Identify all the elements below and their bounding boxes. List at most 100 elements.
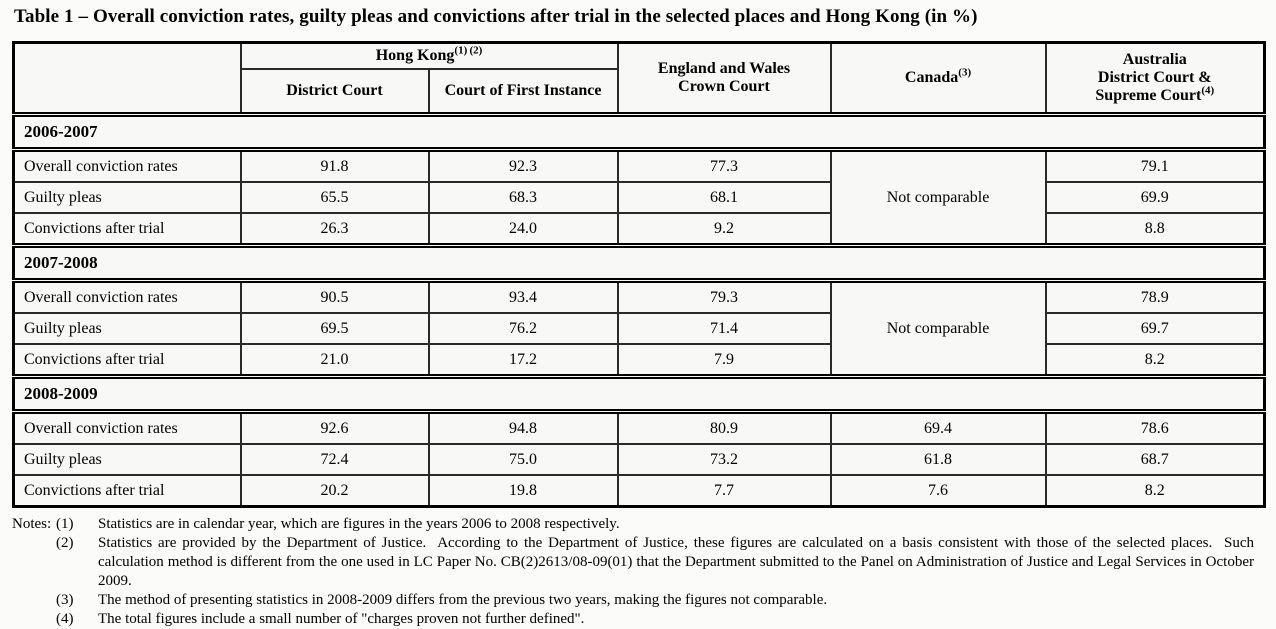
- value-cell: 24.0: [427, 212, 619, 247]
- value-cell: 77.3: [616, 148, 832, 183]
- australia-line3: Supreme Court(4): [1053, 84, 1258, 105]
- canada-label: Canada: [904, 69, 959, 86]
- value-cell: 91.8: [239, 148, 430, 183]
- value-cell: 80.9: [616, 410, 832, 445]
- row-label: Guilty pleas: [12, 443, 242, 476]
- row-label: Overall conviction rates: [12, 410, 242, 445]
- value-cell: 68.7: [1044, 443, 1266, 476]
- australia-line3-text: Supreme Court: [1095, 87, 1202, 104]
- conviction-rates-table: Hong Kong(1) (2) England and Wales Crown…: [12, 41, 1267, 508]
- row-label: Convictions after trial: [12, 212, 242, 247]
- notes-label: [12, 610, 56, 629]
- note-text: The total figures include a small number…: [98, 611, 585, 627]
- value-cell: 7.7: [616, 474, 832, 508]
- value-cell: 79.1: [1044, 148, 1266, 183]
- value-cell: 68.3: [427, 181, 619, 214]
- year-label: 2006-2007: [12, 112, 1266, 152]
- row-label: Guilty pleas: [12, 312, 242, 345]
- table-row: Convictions after trial 26.3 24.0 9.2 8.8: [12, 212, 1266, 247]
- note-item: (4) The total figures include a small num…: [12, 610, 1264, 629]
- note-item: (3) The method of presenting statistics i…: [12, 591, 1264, 610]
- value-cell: 8.8: [1044, 212, 1266, 247]
- header-court-of-first-instance: Court of First Instance: [427, 67, 619, 116]
- value-cell: 75.0: [427, 443, 619, 476]
- value-cell: 26.3: [239, 212, 430, 247]
- value-cell: 76.2: [427, 312, 619, 345]
- year-label: 2007-2008: [12, 243, 1266, 283]
- header-hong-kong: Hong Kong(1) (2): [239, 41, 619, 70]
- note-number: (1): [56, 516, 74, 532]
- value-cell: 69.9: [1044, 181, 1266, 214]
- value-cell: 21.0: [239, 343, 430, 378]
- value-cell: 79.3: [616, 279, 832, 314]
- value-cell: 8.2: [1044, 474, 1266, 508]
- value-cell: 61.8: [829, 443, 1047, 476]
- value-cell: 94.8: [427, 410, 619, 445]
- notes-label: [12, 534, 56, 591]
- value-cell: 92.3: [427, 148, 619, 183]
- table-row: Overall conviction rates 91.8 92.3 77.3 Not …: [12, 148, 1266, 247]
- corner-cell: [12, 41, 242, 116]
- header-england-wales: England and Wales Crown Court: [616, 41, 832, 116]
- value-cell: 65.5: [239, 181, 430, 214]
- value-cell: 8.2: [1044, 343, 1266, 378]
- page-title: Table 1 – Overall conviction rates, guil…: [14, 6, 978, 27]
- value-cell: 71.4: [616, 312, 832, 345]
- value-cell: 69.4: [829, 410, 1047, 445]
- value-cell: 69.5: [239, 312, 430, 345]
- value-cell: 19.8: [427, 474, 619, 508]
- note-number: (3): [56, 592, 74, 608]
- header-district-court: District Court: [239, 67, 430, 116]
- note-text: Statistics are in calendar year, which a…: [98, 516, 620, 532]
- hong-kong-footnote-ref: (1) (2): [454, 44, 483, 57]
- hong-kong-label: Hong Kong: [375, 46, 455, 64]
- note-item: (2) Statistics are provided by the Depart…: [12, 534, 1264, 591]
- notes-label: Notes:: [12, 516, 52, 532]
- canada-footnote-ref: (3): [958, 66, 972, 79]
- note-text: Statistics are provided by the Departmen…: [98, 535, 1254, 589]
- year-row: 2007-2008: [12, 243, 1266, 283]
- notes-section: Notes: (1) Statistics are in calendar year…: [12, 515, 1264, 629]
- year-row: 2008-2009: [12, 374, 1266, 414]
- value-cell: 7.9: [616, 343, 832, 378]
- header-canada: Canada(3): [829, 41, 1047, 116]
- value-cell: 90.5: [239, 279, 430, 314]
- row-label: Overall conviction rates: [12, 148, 242, 183]
- value-cell: 69.7: [1044, 312, 1266, 345]
- england-line2: Crown Court: [678, 78, 770, 95]
- row-label: Convictions after trial: [12, 343, 242, 378]
- note-item: Notes: (1) Statistics are in calendar year…: [12, 515, 1264, 534]
- value-cell: 20.2: [239, 474, 430, 508]
- year-label: 2008-2009: [12, 374, 1266, 414]
- value-cell: 78.9: [1044, 279, 1266, 314]
- value-cell: 17.2: [427, 343, 619, 378]
- australia-footnote-ref: (4): [1201, 84, 1215, 97]
- year-row: 2006-2007: [12, 112, 1266, 152]
- table-row: Guilty pleas 72.4 75.0 73.2 61.8 68.7: [12, 443, 1266, 476]
- value-cell: 68.1: [616, 181, 832, 214]
- value-cell: 72.4: [239, 443, 430, 476]
- row-label: Convictions after trial: [12, 474, 242, 508]
- value-cell: 78.6: [1044, 410, 1266, 445]
- canada-not-comparable-cell: Not comparable: [829, 279, 1047, 378]
- england-line1: England and Wales: [657, 60, 791, 77]
- table-header: Hong Kong(1) (2) England and Wales Crown…: [12, 41, 1266, 116]
- value-cell: 73.2: [616, 443, 832, 476]
- value-cell: 93.4: [427, 279, 619, 314]
- header-australia: Australia District Court & Supreme Court…: [1044, 41, 1266, 116]
- value-cell: 9.2: [616, 212, 832, 247]
- table-row: Guilty pleas 69.5 76.2 71.4 69.7: [12, 312, 1266, 345]
- table-row: Convictions after trial 21.0 17.2 7.9 8.2: [12, 343, 1266, 378]
- note-text: The method of presenting statistics in 2…: [98, 592, 828, 608]
- note-number: (2): [56, 535, 74, 551]
- table-row: Guilty pleas 65.5 68.3 68.1 69.9: [12, 181, 1266, 214]
- row-label: Overall conviction rates: [12, 279, 242, 314]
- canada-not-comparable-cell: Not comparable: [829, 148, 1047, 247]
- australia-line2: District Court &: [1097, 69, 1212, 86]
- row-label: Guilty pleas: [12, 181, 242, 214]
- table-row: Overall conviction rates 92.6 94.8 80.9 69.4…: [12, 410, 1266, 445]
- value-cell: 92.6: [239, 410, 430, 445]
- notes-label: [12, 591, 56, 610]
- value-cell: 7.6: [829, 474, 1047, 508]
